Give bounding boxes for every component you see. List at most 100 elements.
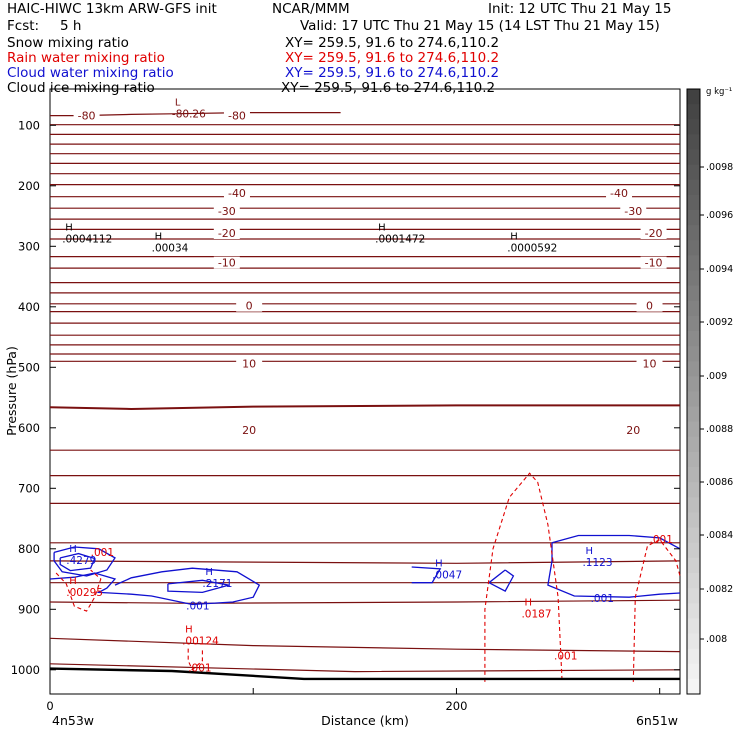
- isotherm-label: 0: [646, 300, 653, 313]
- colorbar-label: .008: [706, 634, 727, 645]
- extremum-mark: H: [65, 222, 73, 233]
- colorbar-step: [687, 391, 700, 408]
- extremum-value: .0187: [521, 608, 551, 620]
- isotherm-label: 0: [246, 300, 253, 313]
- temperature-contours: [49, 111, 681, 673]
- extremum-value: .00034: [152, 242, 189, 254]
- extremum-mark: H: [205, 567, 213, 578]
- colorbar-step: [687, 104, 700, 120]
- extremum-value: .0000592: [507, 242, 557, 254]
- model-title: HAIC-HIWC 13km ARW-GFS init: [7, 1, 217, 17]
- colorbar-label: .009: [706, 371, 727, 382]
- colorbar-label: .0088: [706, 424, 733, 435]
- colorbar-step: [687, 210, 700, 226]
- cloud-water-contour: [53, 546, 116, 577]
- extremum-mark: H: [585, 546, 593, 557]
- colorbar-step: [687, 406, 700, 423]
- extremum-mark: L: [175, 98, 181, 109]
- isotherm-label-bg: [636, 357, 663, 370]
- field-name-cloud-water: Cloud water mixing ratio: [7, 65, 174, 81]
- isotherm-label: -20: [645, 227, 663, 240]
- isotherm-label-bg: [223, 187, 250, 200]
- isotherm-line: [49, 599, 681, 604]
- isotherm-label-bg: [620, 424, 647, 437]
- colorbar-step: [687, 452, 700, 468]
- isotherm-label-bg: [73, 109, 100, 122]
- y-tick-label: 300: [18, 239, 40, 253]
- x-axis-label: Distance (km): [321, 713, 409, 728]
- colorbar-step: [687, 648, 700, 665]
- colorbar-step: [687, 346, 700, 362]
- isotherm-label-bg: [640, 226, 667, 239]
- moisture-contour-label: .001: [554, 651, 577, 663]
- isotherm-line: [49, 663, 681, 673]
- moisture-contour-label: .001: [591, 593, 614, 605]
- isotherm-line: [49, 404, 680, 411]
- isotherm-label-bg: [236, 299, 263, 312]
- isotherm-label: -40: [228, 187, 246, 200]
- colorbar-step: [687, 603, 700, 619]
- field-xy-rain: XY= 259.5, 91.6 to 274.6,110.2: [285, 50, 500, 66]
- isotherm-line: [49, 637, 681, 653]
- colorbar-step: [687, 119, 700, 135]
- colorbar-step: [687, 89, 700, 105]
- colorbar-step: [687, 225, 700, 241]
- isotherm-label-bg: [606, 187, 633, 200]
- plot-frame: [49, 88, 681, 695]
- isotherm-label: 10: [242, 358, 256, 371]
- isotherm-label-bg: [620, 205, 647, 218]
- x-start-location: 4n53w: [52, 713, 94, 728]
- extremum-value: .0004112: [62, 233, 112, 245]
- isotherm-label: -80: [228, 110, 246, 123]
- colorbar-step: [687, 376, 700, 392]
- colorbar-step: [687, 573, 700, 589]
- colorbar-step: [687, 149, 700, 166]
- cloud-water-contour: [551, 534, 681, 550]
- init-time: Init: 12 UTC Thu 21 May 15: [488, 1, 672, 17]
- colorbar-step: [687, 557, 700, 574]
- isotherm-label: 20: [242, 424, 256, 437]
- isotherm-label: -20: [218, 227, 236, 240]
- extremum-value: .00124: [182, 636, 219, 648]
- extremum-mark: H: [155, 231, 163, 242]
- x-tick-label: 0: [46, 699, 53, 713]
- moisture-contour-label: .001: [186, 600, 209, 612]
- colorbar-step: [687, 588, 700, 604]
- isotherm-label: -80: [78, 110, 96, 123]
- colorbar-label: .0094: [706, 264, 733, 275]
- y-tick-label: 500: [18, 360, 40, 374]
- field-name-rain: Rain water mixing ratio: [7, 50, 165, 66]
- colorbar-step: [687, 134, 700, 150]
- cloud-water-contour: [167, 579, 229, 594]
- field-name-snow: Snow mixing ratio: [7, 35, 129, 51]
- center-name: NCAR/MMM: [272, 1, 350, 17]
- isotherm-label: 20: [626, 424, 640, 437]
- colorbar-step: [687, 663, 700, 680]
- extremum-value: .2171: [202, 578, 232, 590]
- cloud-water-contour: [59, 552, 96, 572]
- colorbar-label: .0096: [706, 210, 733, 221]
- x-tick-label: 200: [445, 699, 467, 713]
- rain-water-contour: [632, 539, 681, 682]
- field-xy-cloud-ice: XY= 259.5, 91.6 to 274.6,110.2: [281, 80, 496, 96]
- colorbar-step: [687, 300, 700, 317]
- colorbar-label: .0086: [706, 477, 733, 488]
- valid-time: Valid: 17 UTC Thu 21 May 15 (14 LST Thu …: [300, 18, 660, 34]
- colorbar-step: [687, 436, 700, 453]
- isotherm-label-bg: [636, 299, 663, 312]
- isotherm-label: -30: [624, 205, 642, 218]
- isotherm-label: -30: [218, 205, 236, 218]
- colorbar-step: [687, 421, 700, 438]
- y-axis-label: Pressure (hPa): [4, 346, 19, 436]
- extremum-mark: H: [510, 231, 518, 242]
- colorbar-step: [687, 467, 700, 483]
- colorbar-frame: [686, 88, 701, 695]
- isotherm-label: -10: [218, 257, 236, 270]
- colorbar-step: [687, 194, 700, 211]
- extremum-mark: H: [378, 222, 386, 233]
- moisture-contour-label: .001: [91, 547, 114, 559]
- colorbar-step: [687, 633, 700, 650]
